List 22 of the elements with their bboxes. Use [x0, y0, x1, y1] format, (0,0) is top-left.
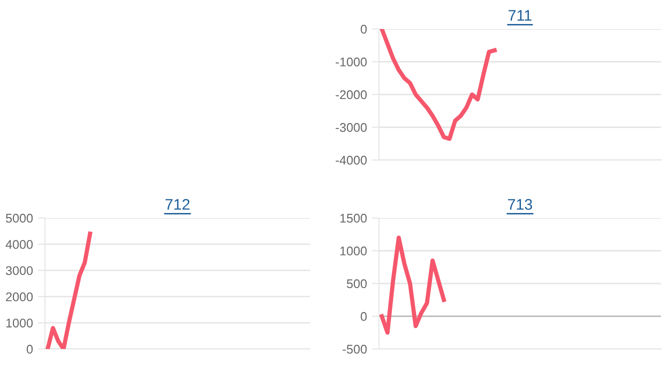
chart-title: 711	[508, 10, 532, 21]
y-tick-label: 1000	[6, 318, 33, 328]
y-tick-label: 0	[360, 312, 367, 321]
y-tick-label: 2000	[6, 292, 33, 302]
y-tick-label: -500	[342, 344, 367, 354]
line-series	[46, 232, 92, 349]
y-tick-label: 0	[26, 344, 33, 354]
y-tick-label: -1000	[336, 58, 367, 66]
y-tick-label: 1000	[340, 246, 367, 256]
y-tick-label: 0	[360, 24, 367, 34]
y-tick-label: 3000	[6, 266, 33, 276]
y-tick-label: -2000	[336, 90, 367, 100]
y-tick-label: 1500	[340, 214, 367, 223]
y-tick-label: 500	[346, 279, 367, 288]
chart-title: 713	[508, 199, 532, 210]
y-tick-label: -4000	[336, 156, 367, 165]
chart-title: 712	[166, 199, 190, 210]
line-series	[380, 29, 497, 141]
y-tick-label: 5000	[6, 214, 33, 223]
line-series	[380, 236, 446, 335]
y-tick-label: -3000	[336, 123, 367, 132]
y-tick-label: 4000	[6, 240, 33, 249]
